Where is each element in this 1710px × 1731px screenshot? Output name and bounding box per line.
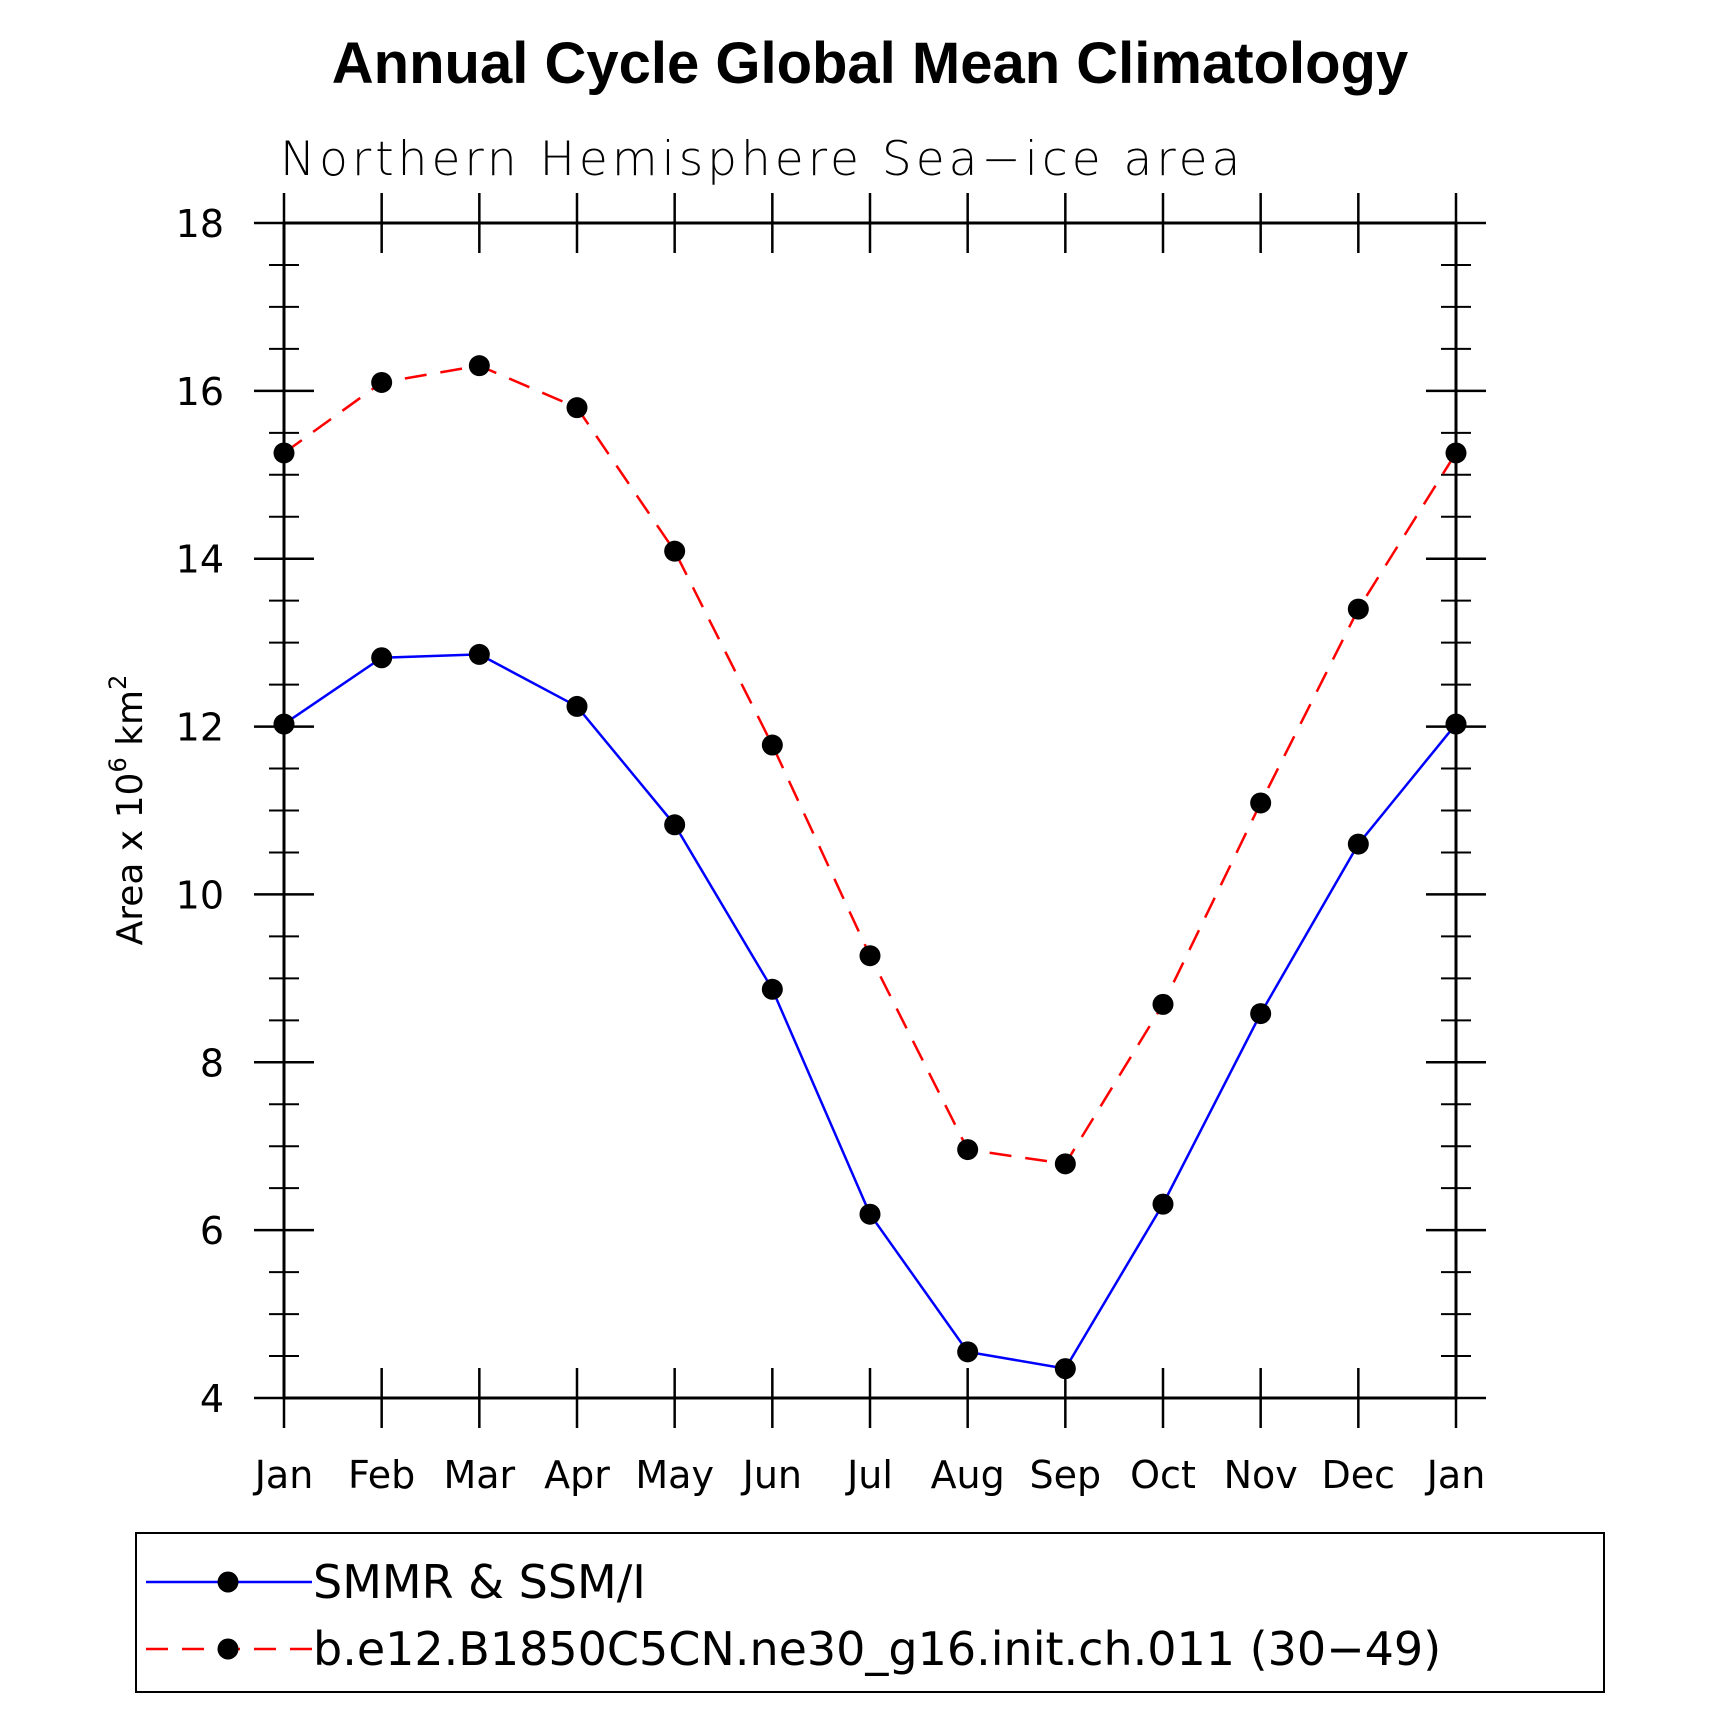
series-line-0 [283,653,1457,1371]
x-tick-label: Jul [845,1453,893,1497]
data-point [957,1341,979,1363]
x-tick-label: Nov [1224,1453,1298,1497]
legend-label-0: SMMR & SSM/I [313,1555,646,1609]
data-point [273,713,295,735]
chart-subtitle: Northern Hemisphere Sea−ice area [280,132,1244,187]
y-tick-label: 4 [200,1377,224,1421]
x-tick-label: Jan [253,1453,314,1497]
data-point [566,397,588,419]
legend-label-1: b.e12.B1850C5CN.ne30_g16.init.ch.011 (30… [313,1622,1441,1676]
x-tick-label: Feb [348,1453,415,1497]
series-layer [273,355,1467,1380]
data-point [1250,1003,1272,1025]
x-tick-label: Aug [931,1453,1005,1497]
y-axis-label-text: Area x 10 [110,773,151,946]
data-point [957,1139,979,1161]
y-tick-label: 18 [176,202,224,246]
x-tick-label: May [635,1453,714,1497]
data-point [664,814,686,836]
data-point [859,945,881,967]
data-point [761,978,783,1000]
legend-marker-1 [217,1638,239,1660]
x-tick-label: Jun [741,1453,802,1497]
data-point [371,647,393,669]
y-axis-label-unit: km [110,690,151,757]
data-point [371,371,393,393]
data-point [1347,833,1369,855]
x-tick-label: Mar [443,1453,515,1497]
chart-title: Annual Cycle Global Mean Climatology [332,31,1408,96]
y-axis-label-unit-exp: 2 [104,675,132,690]
data-point [273,442,295,464]
data-point [1445,713,1467,735]
y-tick-label: 16 [176,370,224,414]
data-point [468,355,490,377]
data-point [1152,1193,1174,1215]
legend-marker-0 [217,1571,239,1593]
y-axis-label-exp: 6 [104,757,132,772]
data-point [566,695,588,717]
data-point [468,643,490,665]
data-point [664,540,686,562]
axis-ticks [254,193,1486,1428]
series-line-1 [283,364,1458,1166]
y-tick-label: 10 [176,873,224,917]
x-tick-label: Apr [544,1453,610,1497]
x-tick-label: Sep [1030,1453,1102,1497]
y-axis-label: Area x 106 km2 [104,675,151,946]
x-tick-label: Oct [1130,1453,1196,1497]
legend-box [135,1532,1605,1693]
x-tick-labels: Jan Feb Mar Apr May Jun Jul Aug Sep Oct Nov Dec Jan [253,1453,1486,1497]
y-tick-label: 8 [200,1041,224,1085]
data-point [761,734,783,756]
y-tick-labels: 4 6 8 10 12 14 16 18 [176,202,224,1421]
data-point [1054,1358,1076,1380]
data-point [859,1203,881,1225]
x-tick-label: Jan [1425,1453,1486,1497]
legend: SMMR & SSM/I b.e12.B1850C5CN.ne30_g16.ini… [146,1555,1441,1676]
data-point [1445,442,1467,464]
y-tick-label: 14 [176,538,224,582]
data-point [1152,993,1174,1015]
data-point [1347,598,1369,620]
x-tick-label: Dec [1322,1453,1396,1497]
data-point [1054,1153,1076,1175]
y-tick-label: 6 [200,1209,224,1253]
data-point [1250,792,1272,814]
y-tick-label: 12 [176,706,224,750]
